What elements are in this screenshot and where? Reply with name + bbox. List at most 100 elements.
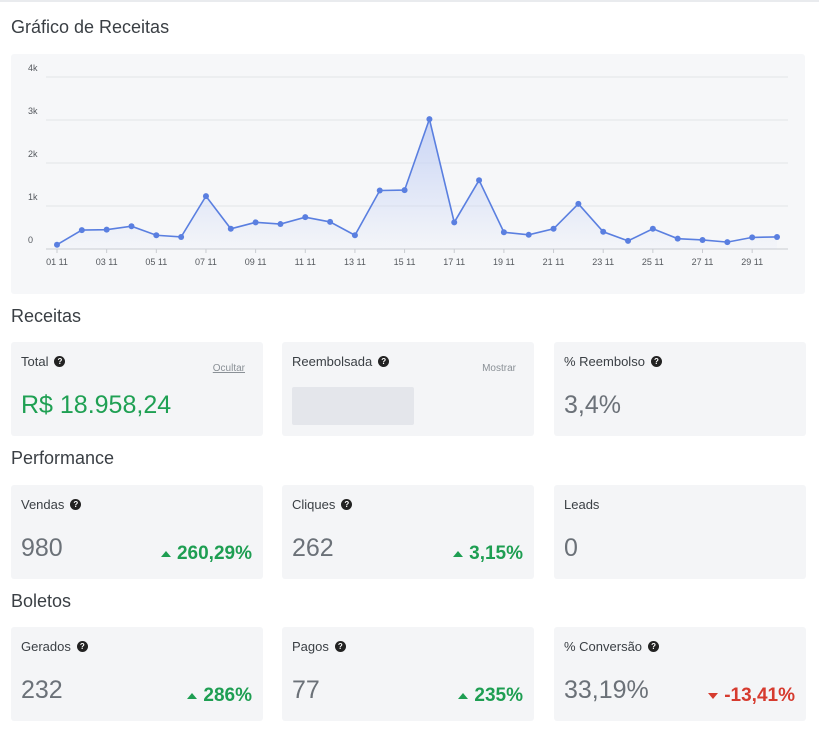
data-point bbox=[227, 225, 234, 232]
data-point bbox=[202, 193, 209, 200]
hide-total-link[interactable]: Ocultar bbox=[212, 363, 245, 374]
card-conversion: % Conversão ? 33,19% -13,41% bbox=[554, 627, 806, 721]
data-point bbox=[451, 219, 458, 226]
chart-section-title: Gráfico de Receitas bbox=[11, 17, 170, 37]
card-refund-rate: % Reembolso ? 3,4% bbox=[554, 342, 806, 436]
card-leads-value: 0 bbox=[564, 534, 578, 562]
x-tick-label: 19 11 bbox=[493, 257, 515, 267]
card-sales-delta-value: 260,29% bbox=[176, 543, 252, 564]
data-point bbox=[54, 241, 60, 248]
hidden-value-placeholder bbox=[292, 387, 414, 425]
x-tick-label: 25 11 bbox=[642, 257, 664, 267]
card-conversion-delta: -13,41% bbox=[708, 685, 795, 707]
help-icon[interactable]: ? bbox=[334, 641, 346, 652]
performance-section-title: Performance bbox=[11, 448, 115, 468]
card-leads-label: Leads bbox=[564, 497, 600, 512]
y-tick-label: 0 bbox=[28, 235, 33, 245]
revenue-chart-svg: 0 1k 2k 3k 4k 01 11 03 11 05 11 07 11 09 11 11 11 1… bbox=[28, 63, 788, 267]
card-total-value: R$ 18.958,24 bbox=[21, 391, 172, 419]
data-point bbox=[724, 239, 731, 246]
data-point bbox=[525, 231, 532, 238]
data-point bbox=[649, 225, 656, 232]
card-conversion-value: 33,19% bbox=[564, 676, 649, 704]
receitas-section-title: Receitas bbox=[11, 306, 82, 326]
x-tick-label: 01 11 bbox=[46, 257, 68, 267]
y-tick-label: 4k bbox=[28, 63, 38, 73]
card-paid-delta-value: 235% bbox=[474, 685, 523, 706]
card-clicks-label: Cliques bbox=[292, 497, 336, 512]
data-point bbox=[674, 235, 681, 242]
data-point bbox=[500, 229, 507, 236]
x-tick-label: 17 11 bbox=[443, 257, 465, 267]
data-point bbox=[426, 116, 433, 123]
card-clicks-value: 262 bbox=[292, 534, 334, 562]
data-point bbox=[153, 232, 160, 239]
area-fill bbox=[57, 119, 777, 249]
data-point bbox=[327, 218, 334, 225]
y-tick-label: 3k bbox=[28, 106, 38, 116]
help-icon[interactable]: ? bbox=[650, 356, 662, 367]
card-total-label: Total bbox=[21, 354, 49, 369]
card-generated: Gerados ? 232 286% bbox=[11, 627, 263, 721]
data-point bbox=[252, 219, 259, 226]
card-paid-delta: 235% bbox=[458, 685, 523, 707]
help-icon[interactable]: ? bbox=[341, 499, 353, 510]
help-icon[interactable]: ? bbox=[54, 356, 66, 367]
card-sales: Vendas ? 980 260,29% bbox=[11, 485, 263, 579]
x-tick-label: 23 11 bbox=[592, 257, 614, 267]
data-point bbox=[476, 177, 483, 184]
help-icon[interactable]: ? bbox=[378, 356, 390, 367]
x-tick-label: 21 11 bbox=[543, 257, 565, 267]
card-refunded-label: Reembolsada bbox=[292, 354, 373, 369]
x-tick-label: 07 11 bbox=[195, 257, 217, 267]
x-tick-label: 29 11 bbox=[741, 257, 763, 267]
x-tick-label: 03 11 bbox=[96, 257, 118, 267]
data-point bbox=[376, 187, 383, 194]
x-tick-label: 13 11 bbox=[344, 257, 366, 267]
y-tick-label: 2k bbox=[28, 149, 38, 159]
card-sales-delta: 260,29% bbox=[160, 543, 252, 565]
data-point bbox=[600, 228, 607, 235]
data-point bbox=[78, 227, 85, 234]
data-point bbox=[575, 200, 582, 207]
x-tick-label: 27 11 bbox=[692, 257, 714, 267]
card-paid-label: Pagos bbox=[292, 639, 329, 654]
data-point bbox=[178, 233, 185, 240]
x-tick-label: 11 11 bbox=[295, 257, 316, 267]
card-generated-value: 232 bbox=[21, 676, 63, 704]
data-point bbox=[302, 214, 309, 221]
arrow-up-icon bbox=[187, 693, 198, 699]
data-point bbox=[103, 226, 110, 233]
data-point bbox=[774, 233, 780, 240]
card-paid-value: 77 bbox=[292, 676, 320, 704]
card-conversion-label: % Conversão bbox=[564, 639, 643, 654]
card-refund-rate-label: % Reembolso bbox=[564, 354, 645, 369]
card-sales-label: Vendas bbox=[21, 497, 65, 512]
data-point bbox=[550, 225, 557, 232]
data-point bbox=[401, 187, 408, 194]
card-generated-delta-value: 286% bbox=[203, 685, 252, 706]
x-tick-label: 15 11 bbox=[394, 257, 416, 267]
arrow-up-icon bbox=[458, 693, 469, 699]
x-tick-label: 09 11 bbox=[245, 257, 267, 267]
card-clicks: Cliques ? 262 3,15% bbox=[282, 485, 534, 579]
card-refund-rate-value: 3,4% bbox=[564, 391, 621, 419]
y-tick-label: 1k bbox=[28, 192, 38, 202]
data-point bbox=[699, 236, 706, 243]
card-refunded: Reembolsada ? Mostrar bbox=[282, 342, 534, 436]
help-icon[interactable]: ? bbox=[648, 641, 660, 652]
card-generated-label: Gerados bbox=[21, 639, 71, 654]
data-point bbox=[625, 237, 632, 244]
card-conversion-delta-value: -13,41% bbox=[724, 685, 795, 706]
data-point bbox=[277, 221, 284, 228]
help-icon[interactable]: ? bbox=[76, 641, 88, 652]
series-line bbox=[56, 116, 778, 246]
data-point bbox=[128, 223, 135, 230]
x-tick-label: 05 11 bbox=[145, 257, 167, 267]
help-icon[interactable]: ? bbox=[70, 499, 82, 510]
data-point bbox=[749, 234, 756, 241]
arrow-up-icon bbox=[453, 551, 464, 557]
arrow-down-icon bbox=[708, 693, 719, 699]
card-clicks-delta: 3,15% bbox=[453, 543, 523, 565]
show-refunded-link[interactable]: Mostrar bbox=[482, 363, 516, 374]
